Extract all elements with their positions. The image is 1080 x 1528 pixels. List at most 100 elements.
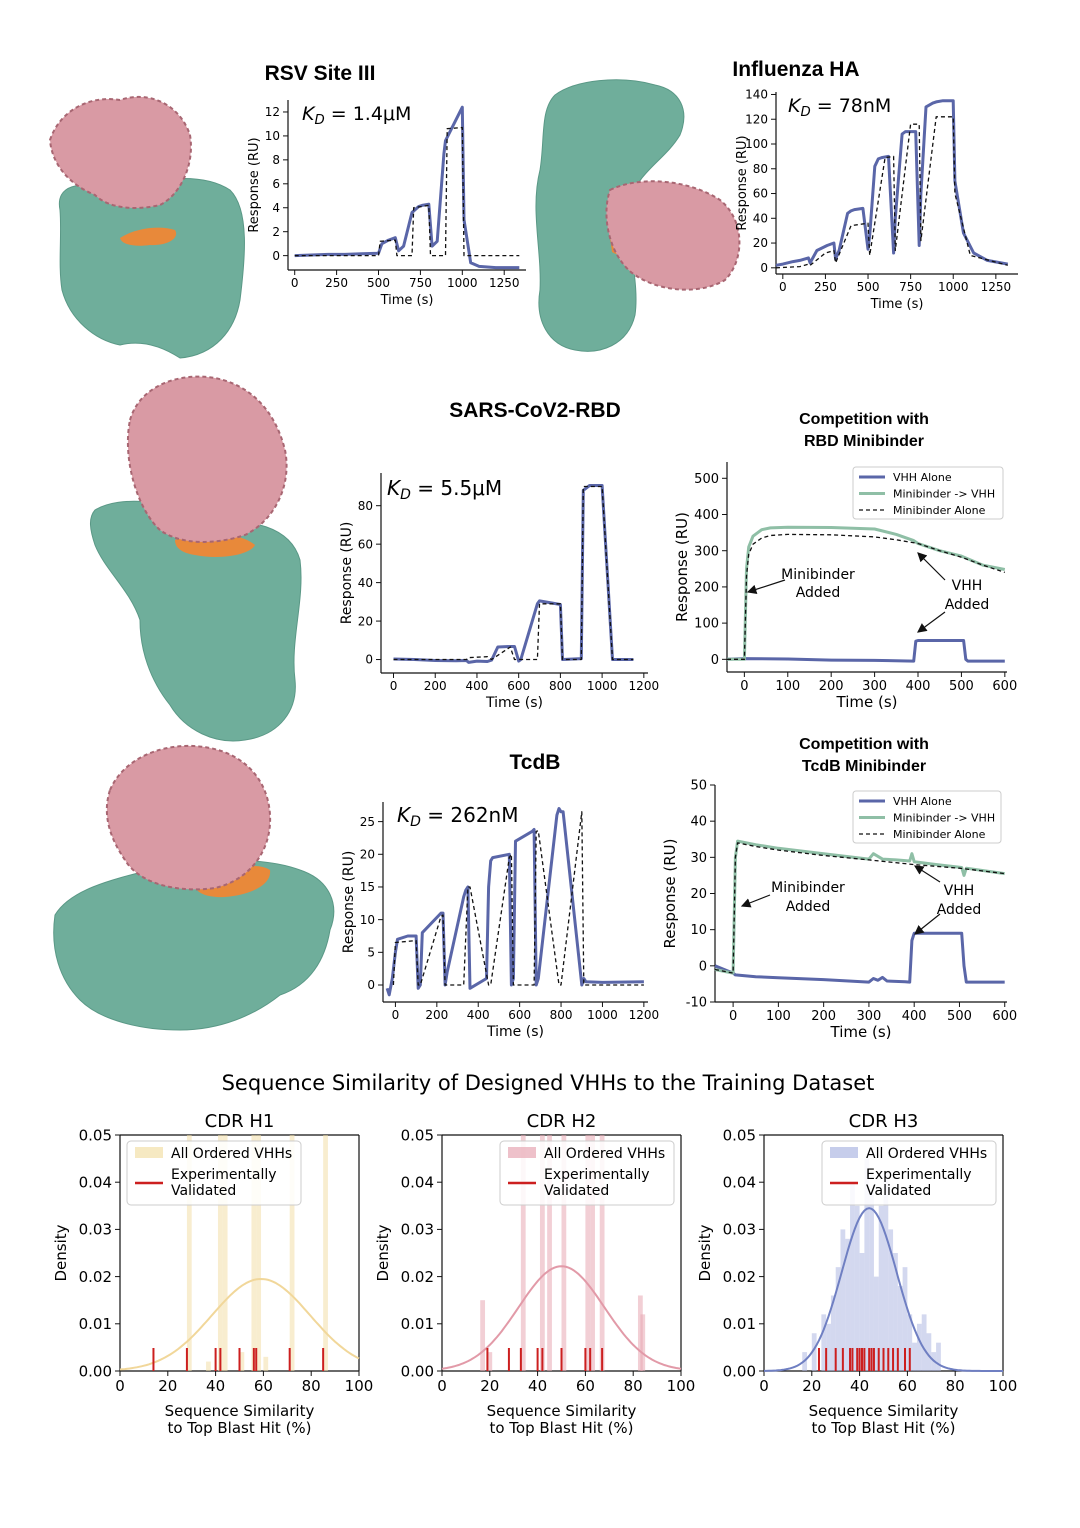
y-axis-label: Response (RU) xyxy=(339,522,355,625)
x-tick-label: 200 xyxy=(811,1009,836,1024)
y-tick-label: 100 xyxy=(745,137,768,151)
x-tick-label: 20 xyxy=(480,1377,499,1395)
legend-box xyxy=(821,1140,997,1206)
hist-bar xyxy=(864,1158,870,1371)
chart-rsv: 0 250 500 750 1000 1250 0 2 4 6 8 10 12 Time (s) Respo… xyxy=(247,100,526,308)
y-tick-label: 0 xyxy=(711,653,719,668)
y-tick-label: 0.04 xyxy=(401,1173,434,1191)
y-tick-label: 0.04 xyxy=(79,1173,112,1191)
y-tick-label: 0 xyxy=(367,978,375,992)
hist-bar xyxy=(907,1314,913,1371)
x-axis-label: Time (s) xyxy=(380,293,434,308)
x-tick-label: 600 xyxy=(508,1008,531,1022)
y-tick-label: 12 xyxy=(265,105,280,119)
chart-cdr-h1: 0 20 40 60 80 100 0.00 0.01 0.02 0.03 0.04 0.05 Dens… xyxy=(52,1111,373,1437)
y-tick-label: 0 xyxy=(699,959,707,974)
series-line-minibinder-alone xyxy=(727,533,1006,660)
y-tick-label: 0.02 xyxy=(79,1268,112,1286)
annotation-minibinder-arrow xyxy=(746,579,786,594)
annotation-minibinder-line1: Minibinder xyxy=(771,880,845,896)
y-tick-label: -10 xyxy=(686,996,707,1011)
y-tick-label: 0.02 xyxy=(401,1268,434,1286)
hist-bar xyxy=(480,1300,486,1371)
comp-rbd-title-line2: RBD Minibinder xyxy=(804,433,924,450)
x-axis-label: Time (s) xyxy=(870,297,924,312)
x-tick-label: 800 xyxy=(550,1008,573,1022)
hist-bar xyxy=(893,1253,898,1371)
y-tick-label: 0 xyxy=(365,653,373,667)
y-tick-label: 80 xyxy=(358,499,373,513)
y-tick-label: 0.03 xyxy=(723,1221,756,1239)
series-line-measured xyxy=(393,484,634,664)
epitope-patch xyxy=(120,227,177,246)
annotation-minibinder-arrow xyxy=(740,894,771,908)
x-axis-label: Sequence Similarity xyxy=(165,1402,315,1420)
hist-bar xyxy=(936,1342,941,1371)
y-tick-label: 0.00 xyxy=(401,1362,434,1380)
x-tick-label: 80 xyxy=(302,1377,321,1395)
hist-bar xyxy=(561,1135,567,1371)
x-axis-label: to Top Blast Hit (%) xyxy=(489,1419,633,1437)
x-tick-label: 250 xyxy=(325,276,348,290)
comp-rbd-annotations: Minibinder Added VHH Added xyxy=(746,552,989,633)
hist-bar xyxy=(888,1229,894,1371)
y-tick-label: 0.05 xyxy=(401,1126,434,1144)
x-tick-label: 1200 xyxy=(629,1008,660,1022)
y-tick-label: 400 xyxy=(694,508,719,523)
x-tick-label: 0 xyxy=(729,1009,737,1024)
y-tick-label: 100 xyxy=(694,617,719,632)
hist-bar xyxy=(902,1267,908,1371)
x-tick-label: 200 xyxy=(819,679,844,694)
series-line-minibinder-alone xyxy=(714,842,1005,974)
hist-bar xyxy=(840,1229,846,1371)
chart-cdr-h2: 0 20 40 60 80 100 0.00 0.01 0.02 0.03 0.04 0.05 Dens… xyxy=(374,1111,695,1437)
x-tick-label: 1250 xyxy=(981,280,1012,294)
y-tick-label: 300 xyxy=(694,544,719,559)
legend-label: Experimentally xyxy=(171,1167,277,1183)
series-line-measured xyxy=(294,105,520,270)
y-tick-label: 6 xyxy=(272,177,280,191)
comp-tcdb-annotations: Minibinder Added VHH Added xyxy=(740,865,981,935)
legend-label: Minibinder -> VHH xyxy=(893,488,995,501)
x-tick-label: 600 xyxy=(992,679,1017,694)
x-tick-label: 40 xyxy=(850,1377,869,1395)
x-axis-label: Time (s) xyxy=(486,1024,544,1040)
hist-bar xyxy=(251,1135,257,1371)
comp-tcdb-title-line1: Competition with xyxy=(799,736,929,753)
hist-bar xyxy=(585,1135,591,1371)
x-tick-label: 40 xyxy=(206,1377,225,1395)
x-axis-label: Sequence Similarity xyxy=(487,1402,637,1420)
legend-label: Minibinder -> VHH xyxy=(893,812,995,825)
hist-bar xyxy=(883,1172,889,1371)
y-tick-label: 60 xyxy=(753,187,768,201)
legend-label: Validated xyxy=(171,1183,236,1199)
hist-bar xyxy=(854,1205,860,1371)
y-tick-label: 140 xyxy=(745,88,768,102)
y-tick-label: 0.01 xyxy=(401,1315,434,1333)
vhh-cartoon xyxy=(605,180,741,291)
chart-comp-rbd: 0 100 200 300 400 500 600 0 100 200 300 400 500 Time … xyxy=(673,462,1017,711)
flu-title: Influenza HA xyxy=(732,58,859,81)
legend-label: Experimentally xyxy=(544,1167,650,1183)
x-tick-label: 0 xyxy=(740,679,748,694)
annotation-vhh-arrow-up xyxy=(917,552,946,581)
hist-bar xyxy=(222,1135,228,1371)
x-tick-label: 300 xyxy=(862,679,887,694)
legend-box xyxy=(126,1140,302,1206)
legend-label: Validated xyxy=(544,1183,609,1199)
x-tick-label: 750 xyxy=(409,276,432,290)
x-tick-label: 60 xyxy=(898,1377,917,1395)
structure-rsv-image xyxy=(48,95,245,359)
sars-title: SARS-CoV2-RBD xyxy=(449,399,621,422)
x-tick-label: 80 xyxy=(624,1377,643,1395)
hist-bar xyxy=(547,1135,552,1371)
x-axis-label: Time (s) xyxy=(836,693,898,711)
hist-bar xyxy=(256,1135,262,1371)
y-tick-label: 0 xyxy=(760,261,768,275)
y-tick-label: 0.04 xyxy=(723,1173,756,1191)
y-tick-label: 30 xyxy=(690,851,707,866)
y-tick-label: 4 xyxy=(272,201,280,215)
x-tick-label: 0 xyxy=(390,679,398,693)
series-line-measured xyxy=(775,99,1009,267)
hist-bar xyxy=(217,1135,223,1371)
